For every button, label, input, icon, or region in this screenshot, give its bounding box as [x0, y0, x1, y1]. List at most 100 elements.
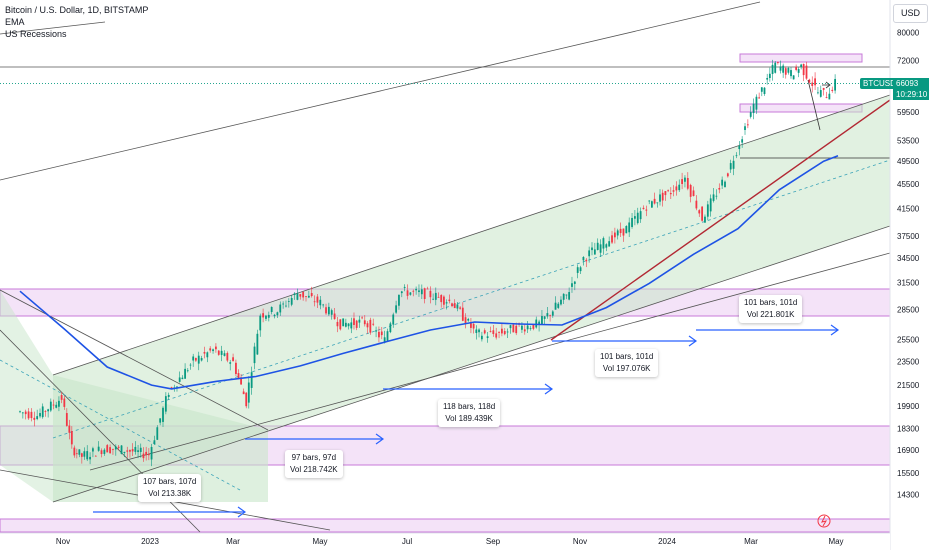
candle-body [800, 64, 803, 68]
candle-body [86, 451, 89, 460]
last-price-value: 66093 [896, 79, 919, 88]
candle-body [825, 97, 828, 98]
candle-body [653, 198, 656, 204]
candle-body [287, 301, 290, 303]
long-trend-line [0, 1, 761, 181]
measure-callout-2[interactable]: 97 bars, 97d Vol 218.742K [285, 450, 343, 478]
ema-line [19, 155, 839, 390]
measure-callout-4[interactable]: 101 bars, 101d Vol 197.076K [595, 349, 659, 377]
candle-body [256, 333, 259, 355]
candle-body [535, 319, 538, 328]
candle-body [378, 331, 380, 338]
candle-body [619, 228, 622, 234]
legend-recessions[interactable]: US Recessions [5, 29, 67, 39]
candle-body [795, 66, 798, 70]
candle-body [599, 244, 602, 253]
candle-body [355, 320, 358, 328]
candle-body [579, 267, 582, 272]
candle-body [822, 87, 825, 90]
measure-callout-1[interactable]: 107 bars, 107d Vol 213.38K [138, 474, 202, 502]
candle-body [344, 322, 347, 327]
candle-body [30, 411, 33, 419]
measure-bars: 97 bars, 97d [291, 453, 337, 462]
currency-button[interactable]: USD [893, 4, 928, 23]
candle-body [366, 323, 369, 328]
candle-body [296, 293, 299, 300]
candle-body [409, 292, 412, 295]
y-tick-label: 72000 [897, 57, 920, 66]
candle-body [363, 320, 366, 325]
candle-body [573, 281, 576, 284]
candle-body [197, 355, 200, 364]
candle-body [123, 451, 126, 453]
candle-body [645, 209, 648, 211]
measure-vol: Vol 213.38K [148, 489, 192, 498]
candle-body [361, 317, 363, 319]
candle-body [715, 195, 718, 197]
candle-body [797, 69, 800, 73]
candle-body [389, 323, 392, 333]
candle-body [532, 324, 535, 329]
candle-body [237, 373, 240, 378]
measure-arrow-1-head [237, 506, 247, 518]
candle-body [55, 404, 58, 408]
candle-body [192, 356, 195, 361]
legend-ema[interactable]: EMA [5, 17, 25, 27]
candle-body [521, 325, 523, 330]
candle-body [749, 112, 752, 117]
candle-body [678, 184, 681, 191]
candle-body [771, 64, 774, 74]
candle-body [41, 406, 44, 418]
candle-body [721, 179, 724, 186]
candle-body [701, 206, 704, 221]
candle-body [398, 294, 400, 306]
candle-body [63, 398, 66, 407]
measure-callout-3[interactable]: 118 bars, 118d Vol 189.439K [438, 399, 501, 427]
candle-body [220, 350, 223, 355]
note-arrow-a-head [825, 81, 831, 89]
candle-body [305, 296, 307, 297]
candle-body [498, 331, 500, 333]
candle-body [358, 319, 361, 323]
lightning-icon [817, 514, 831, 528]
y-tick-label: 21500 [897, 381, 920, 390]
y-tick-label: 19900 [897, 402, 920, 411]
measure-callout-5[interactable]: 101 bars, 101d Vol 221.801K [739, 295, 803, 323]
candle-body [538, 321, 540, 325]
candle-body [790, 70, 792, 77]
candle-body [628, 222, 631, 233]
candle-body [766, 78, 769, 80]
candle-body [480, 335, 483, 340]
channel-midline [52, 159, 891, 439]
candle-body [27, 411, 30, 419]
measure-arrow-4-head [688, 335, 698, 347]
candle-body [729, 163, 732, 170]
candle-body [49, 401, 52, 411]
candle-body [543, 316, 546, 319]
candle-body [451, 303, 453, 307]
candle-body [184, 368, 186, 379]
candle-body [65, 413, 68, 426]
candle-body [186, 370, 189, 372]
legend-title[interactable]: Bitcoin / U.S. Dollar, 1D, BITSTAMP [5, 5, 149, 15]
candle-body [738, 145, 741, 150]
candle-body [562, 293, 565, 300]
candle-body [406, 290, 409, 296]
candle-body [265, 315, 267, 319]
candle-body [339, 319, 342, 330]
candle-body [593, 249, 596, 255]
candle-body [831, 89, 834, 91]
candle-body [459, 307, 462, 309]
candle-body [307, 295, 310, 298]
candle-body [242, 391, 245, 395]
candle-body [194, 358, 197, 361]
candle-body [819, 90, 822, 97]
candle-body [631, 217, 633, 227]
candle-body [453, 303, 456, 309]
candle-body [489, 331, 492, 333]
symbol-price-tag: BTCUSD [860, 78, 899, 89]
candle-body [209, 348, 212, 351]
candle-body [667, 190, 670, 192]
y-tick-label: 59500 [897, 108, 920, 117]
